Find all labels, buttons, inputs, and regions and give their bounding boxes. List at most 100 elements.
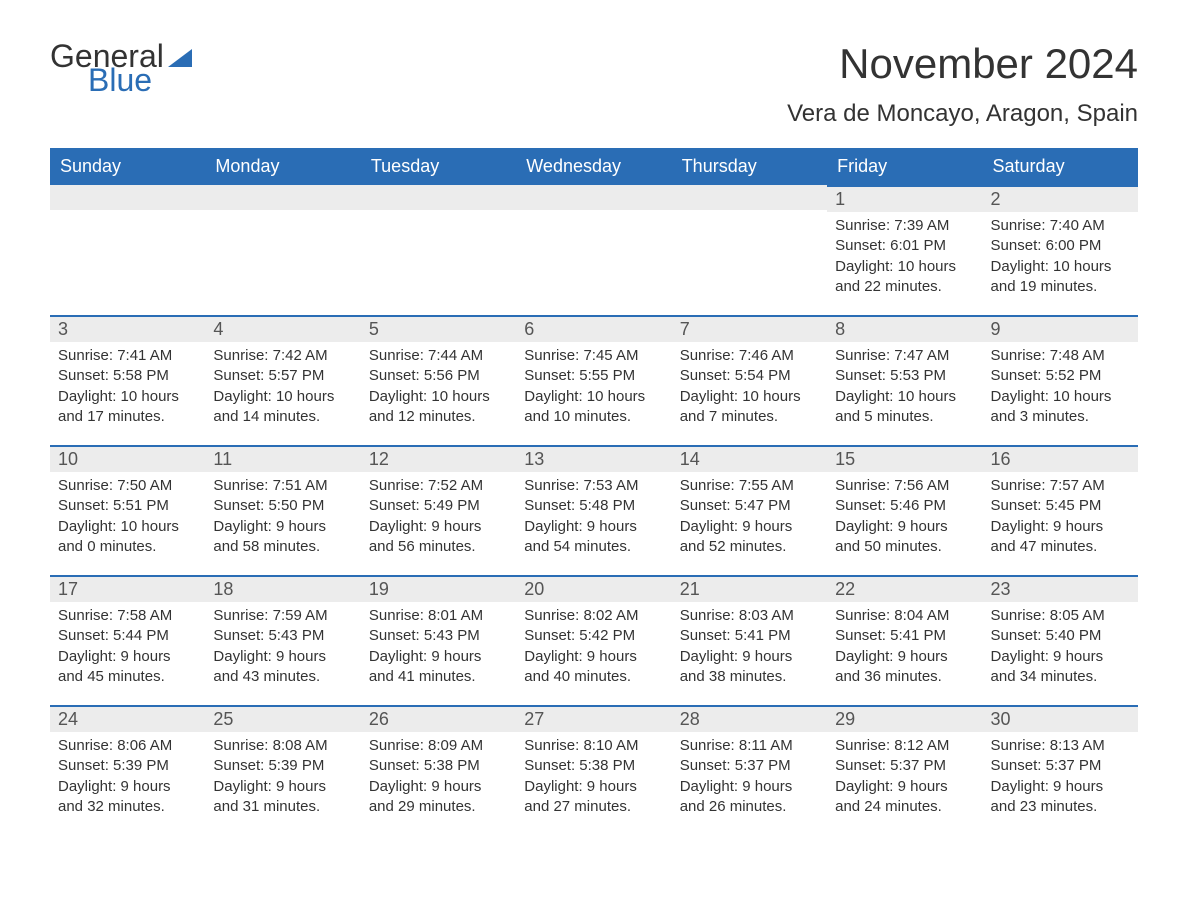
title-block: November 2024 Vera de Moncayo, Aragon, S…	[787, 40, 1138, 128]
day-number: 28	[672, 705, 827, 732]
day-sunset: Sunset: 5:44 PM	[58, 626, 197, 646]
day-sunrise: Sunrise: 8:01 AM	[369, 606, 508, 626]
day-sunset: Sunset: 5:39 PM	[58, 756, 197, 776]
day-details: Sunrise: 7:52 AMSunset: 5:49 PMDaylight:…	[361, 472, 516, 567]
day-number: 19	[361, 575, 516, 602]
calendar-day-cell: 2Sunrise: 7:40 AMSunset: 6:00 PMDaylight…	[983, 185, 1138, 315]
day-details: Sunrise: 7:42 AMSunset: 5:57 PMDaylight:…	[205, 342, 360, 437]
day-daylight2: and 31 minutes.	[213, 797, 352, 817]
calendar-day-cell: 9Sunrise: 7:48 AMSunset: 5:52 PMDaylight…	[983, 315, 1138, 445]
day-daylight1: Daylight: 9 hours	[213, 777, 352, 797]
day-number: 11	[205, 445, 360, 472]
day-daylight1: Daylight: 10 hours	[524, 387, 663, 407]
day-daylight2: and 27 minutes.	[524, 797, 663, 817]
day-daylight1: Daylight: 10 hours	[835, 257, 974, 277]
calendar-week-row: 3Sunrise: 7:41 AMSunset: 5:58 PMDaylight…	[50, 315, 1138, 445]
day-details: Sunrise: 8:10 AMSunset: 5:38 PMDaylight:…	[516, 732, 671, 827]
calendar-day-cell: 18Sunrise: 7:59 AMSunset: 5:43 PMDayligh…	[205, 575, 360, 705]
day-sunset: Sunset: 5:57 PM	[213, 366, 352, 386]
day-number: 1	[827, 185, 982, 212]
day-sunset: Sunset: 5:54 PM	[680, 366, 819, 386]
day-daylight1: Daylight: 9 hours	[991, 517, 1130, 537]
weekday-header: Wednesday	[516, 148, 671, 185]
day-sunrise: Sunrise: 8:04 AM	[835, 606, 974, 626]
day-sunset: Sunset: 5:51 PM	[58, 496, 197, 516]
day-daylight2: and 52 minutes.	[680, 537, 819, 557]
weekday-header: Sunday	[50, 148, 205, 185]
day-daylight1: Daylight: 10 hours	[369, 387, 508, 407]
calendar-day-cell: 23Sunrise: 8:05 AMSunset: 5:40 PMDayligh…	[983, 575, 1138, 705]
day-daylight2: and 24 minutes.	[835, 797, 974, 817]
daynum-empty	[361, 185, 516, 210]
day-sunrise: Sunrise: 7:42 AM	[213, 346, 352, 366]
calendar-day-cell: 10Sunrise: 7:50 AMSunset: 5:51 PMDayligh…	[50, 445, 205, 575]
day-sunrise: Sunrise: 8:06 AM	[58, 736, 197, 756]
day-details: Sunrise: 7:40 AMSunset: 6:00 PMDaylight:…	[983, 212, 1138, 307]
calendar-day-cell: 6Sunrise: 7:45 AMSunset: 5:55 PMDaylight…	[516, 315, 671, 445]
calendar-day-cell: 12Sunrise: 7:52 AMSunset: 5:49 PMDayligh…	[361, 445, 516, 575]
day-sunrise: Sunrise: 8:09 AM	[369, 736, 508, 756]
day-details: Sunrise: 8:13 AMSunset: 5:37 PMDaylight:…	[983, 732, 1138, 827]
day-sunrise: Sunrise: 7:40 AM	[991, 216, 1130, 236]
day-sunrise: Sunrise: 8:03 AM	[680, 606, 819, 626]
calendar-page: General Blue November 2024 Vera de Monca…	[0, 0, 1188, 875]
day-number: 17	[50, 575, 205, 602]
day-sunrise: Sunrise: 7:56 AM	[835, 476, 974, 496]
calendar-body: 1Sunrise: 7:39 AMSunset: 6:01 PMDaylight…	[50, 185, 1138, 835]
calendar-day-cell: 13Sunrise: 7:53 AMSunset: 5:48 PMDayligh…	[516, 445, 671, 575]
day-daylight2: and 12 minutes.	[369, 407, 508, 427]
day-daylight1: Daylight: 10 hours	[835, 387, 974, 407]
calendar-day-cell: 17Sunrise: 7:58 AMSunset: 5:44 PMDayligh…	[50, 575, 205, 705]
day-number: 30	[983, 705, 1138, 732]
day-details: Sunrise: 8:05 AMSunset: 5:40 PMDaylight:…	[983, 602, 1138, 697]
day-sunrise: Sunrise: 7:58 AM	[58, 606, 197, 626]
day-number: 25	[205, 705, 360, 732]
day-daylight2: and 5 minutes.	[835, 407, 974, 427]
page-header: General Blue November 2024 Vera de Monca…	[50, 40, 1138, 128]
day-details: Sunrise: 7:48 AMSunset: 5:52 PMDaylight:…	[983, 342, 1138, 437]
calendar-day-cell: 21Sunrise: 8:03 AMSunset: 5:41 PMDayligh…	[672, 575, 827, 705]
day-daylight2: and 45 minutes.	[58, 667, 197, 687]
logo-text-blue: Blue	[88, 64, 192, 96]
day-details: Sunrise: 8:09 AMSunset: 5:38 PMDaylight:…	[361, 732, 516, 827]
day-sunset: Sunset: 5:58 PM	[58, 366, 197, 386]
day-sunrise: Sunrise: 7:48 AM	[991, 346, 1130, 366]
day-sunset: Sunset: 5:45 PM	[991, 496, 1130, 516]
day-details: Sunrise: 7:55 AMSunset: 5:47 PMDaylight:…	[672, 472, 827, 567]
day-daylight2: and 7 minutes.	[680, 407, 819, 427]
day-daylight2: and 19 minutes.	[991, 277, 1130, 297]
day-daylight1: Daylight: 9 hours	[680, 777, 819, 797]
day-daylight2: and 26 minutes.	[680, 797, 819, 817]
calendar-day-cell: 5Sunrise: 7:44 AMSunset: 5:56 PMDaylight…	[361, 315, 516, 445]
location-subtitle: Vera de Moncayo, Aragon, Spain	[787, 100, 1138, 128]
day-daylight1: Daylight: 9 hours	[991, 777, 1130, 797]
day-daylight1: Daylight: 10 hours	[58, 517, 197, 537]
day-number: 4	[205, 315, 360, 342]
calendar-week-row: 24 Sunrise: 8:06 AMSunset: 5:39 PM Dayligh…	[50, 705, 1138, 835]
day-number: 24	[50, 705, 205, 732]
calendar-day-cell: 25Sunrise: 8:08 AMSunset: 5:39 PMDayligh…	[205, 705, 360, 835]
day-daylight1: Daylight: 10 hours	[213, 387, 352, 407]
day-daylight1: Daylight: 10 hours	[58, 387, 197, 407]
day-sunset: Sunset: 5:41 PM	[835, 626, 974, 646]
day-sunset: Sunset: 5:42 PM	[524, 626, 663, 646]
day-sunrise: Sunrise: 7:46 AM	[680, 346, 819, 366]
day-sunrise: Sunrise: 8:02 AM	[524, 606, 663, 626]
day-daylight1: Daylight: 9 hours	[213, 517, 352, 537]
day-daylight1: Daylight: 9 hours	[524, 777, 663, 797]
day-daylight1: Daylight: 9 hours	[213, 647, 352, 667]
calendar-day-cell: 24Sunrise: 8:06 AMSunset: 5:39 PMDayligh…	[50, 705, 205, 835]
day-number: 2	[983, 185, 1138, 212]
day-daylight1: Daylight: 9 hours	[680, 647, 819, 667]
day-details: Sunrise: 7:46 AMSunset: 5:54 PMDaylight:…	[672, 342, 827, 437]
day-daylight1: Daylight: 9 hours	[835, 517, 974, 537]
day-sunrise: Sunrise: 7:53 AM	[524, 476, 663, 496]
day-number: 27	[516, 705, 671, 732]
day-sunrise: Sunrise: 7:57 AM	[991, 476, 1130, 496]
day-daylight2: and 50 minutes.	[835, 537, 974, 557]
day-daylight2: and 54 minutes.	[524, 537, 663, 557]
calendar-day-cell: 16Sunrise: 7:57 AMSunset: 5:45 PMDayligh…	[983, 445, 1138, 575]
day-daylight2: and 22 minutes.	[835, 277, 974, 297]
day-sunrise: Sunrise: 7:59 AM	[213, 606, 352, 626]
day-details: Sunrise: 8:11 AMSunset: 5:37 PMDaylight:…	[672, 732, 827, 827]
